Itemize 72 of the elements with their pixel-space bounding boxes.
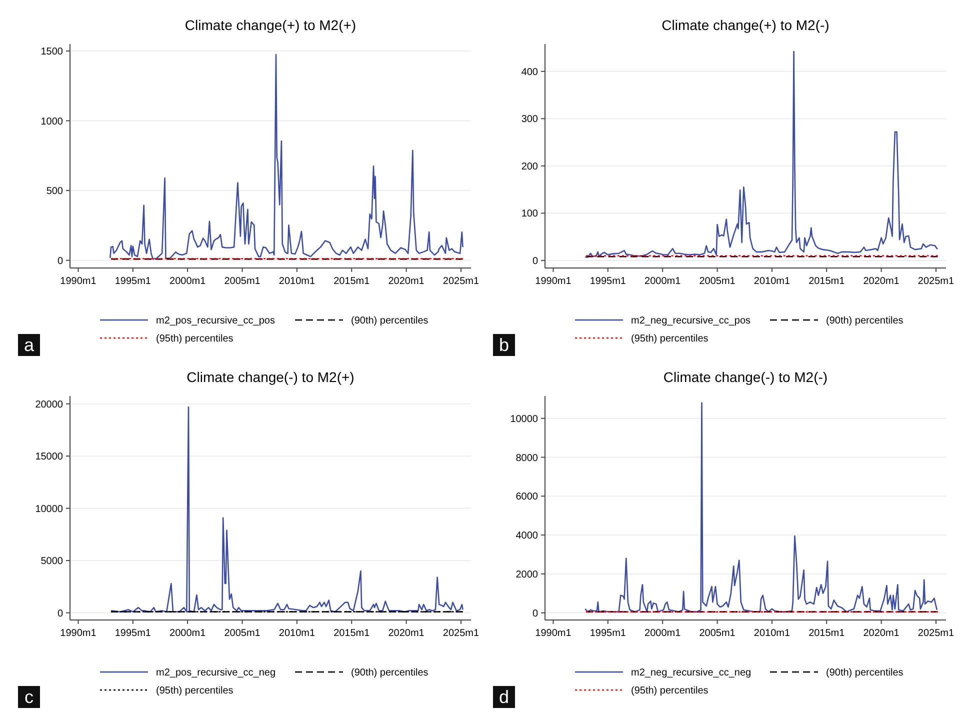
y-tick-label: 10000: [510, 414, 538, 425]
y-tick-label: 0: [532, 256, 538, 267]
x-tick-label: 2000m1: [644, 628, 682, 639]
text: b: [498, 335, 510, 355]
x-tick-label: 2005m1: [224, 628, 261, 639]
y-tick-label: 200: [521, 161, 538, 172]
text: d: [498, 687, 510, 707]
legend-label: (95th) percentiles: [156, 334, 234, 344]
legend-label: m2_pos_recursive_cc_neg: [156, 668, 276, 678]
x-tick-label: 1990m1: [535, 276, 572, 287]
x-tick-label: 1995m1: [590, 628, 626, 639]
chart-title: Climate change(+) to M2(+): [184, 17, 356, 33]
chart-title: Climate change(+) to M2(-): [662, 17, 830, 33]
x-tick-label: 1990m1: [535, 628, 572, 639]
legend-label: m2_neg_recursive_cc_neg: [631, 668, 752, 678]
y-tick-label: 0: [532, 608, 538, 620]
y-tick-label: 0: [57, 608, 64, 620]
y-tick-label: 1500: [40, 46, 64, 58]
y-tick-label: 100: [521, 208, 538, 220]
y-tick-label: 1000: [40, 116, 64, 128]
x-tick-label: 2010m1: [754, 276, 790, 287]
y-tick-label: 15000: [35, 452, 64, 463]
y-tick-label: 6000: [516, 492, 538, 503]
chart-title: Climate change(-) to M2(-): [663, 369, 828, 385]
y-tick-label: 10000: [35, 504, 64, 515]
x-tick-label: 2010m1: [754, 628, 790, 639]
x-tick-label: 2015m1: [334, 628, 370, 639]
x-tick-label: 1995m1: [590, 276, 626, 287]
x-tick-label: 2025m1: [918, 628, 955, 639]
x-tick-label: 1995m1: [114, 276, 152, 287]
y-tick-label: 400: [521, 66, 538, 78]
legend-label: (90th) percentiles: [351, 316, 428, 326]
legend-label: (95th) percentiles: [631, 334, 708, 344]
y-tick-label: 5000: [40, 556, 64, 568]
x-tick-label: 2020m1: [388, 276, 425, 287]
legend-label: (95th) percentiles: [631, 686, 708, 696]
legend-label: (90th) percentiles: [351, 668, 428, 678]
x-tick-label: 2000m1: [170, 628, 206, 639]
x-tick-label: 2025m1: [442, 276, 480, 287]
x-tick-label: 1990m1: [60, 276, 97, 287]
x-tick-label: 1990m1: [60, 628, 97, 639]
x-tick-label: 2015m1: [808, 276, 846, 287]
legend-label: (90th) percentiles: [826, 668, 904, 678]
text: c: [24, 687, 34, 707]
x-tick-label: 2020m1: [863, 276, 900, 287]
x-tick-label: 2015m1: [334, 276, 370, 287]
x-tick-label: 2005m1: [699, 276, 736, 287]
x-tick-label: 2010m1: [278, 628, 316, 639]
x-tick-label: 2020m1: [388, 628, 425, 639]
x-tick-label: 2025m1: [918, 276, 955, 287]
y-tick-label: 500: [46, 186, 64, 198]
legend-label: m2_pos_recursive_cc_pos: [156, 316, 275, 326]
x-tick-label: 2010m1: [278, 276, 316, 287]
y-tick-label: 300: [521, 114, 538, 126]
chart-title: Climate change(-) to M2(+): [186, 369, 354, 385]
y-tick-label: 0: [57, 256, 64, 267]
y-tick-label: 4000: [516, 530, 538, 542]
x-tick-label: 2000m1: [644, 276, 682, 287]
y-tick-label: 8000: [516, 452, 538, 464]
legend-label: m2_neg_recursive_cc_pos: [631, 316, 751, 326]
y-tick-label: 2000: [516, 569, 538, 580]
legend-label: (95th) percentiles: [156, 686, 234, 696]
y-tick-label: 20000: [35, 399, 64, 410]
x-tick-label: 2005m1: [224, 276, 261, 287]
legend-label: (90th) percentiles: [826, 316, 904, 326]
x-tick-label: 1995m1: [114, 628, 152, 639]
x-tick-label: 2005m1: [699, 628, 736, 639]
x-tick-label: 2020m1: [863, 628, 900, 639]
x-tick-label: 2015m1: [808, 628, 846, 639]
x-tick-label: 2025m1: [442, 628, 480, 639]
x-tick-label: 2000m1: [170, 276, 206, 287]
text: a: [24, 335, 35, 355]
